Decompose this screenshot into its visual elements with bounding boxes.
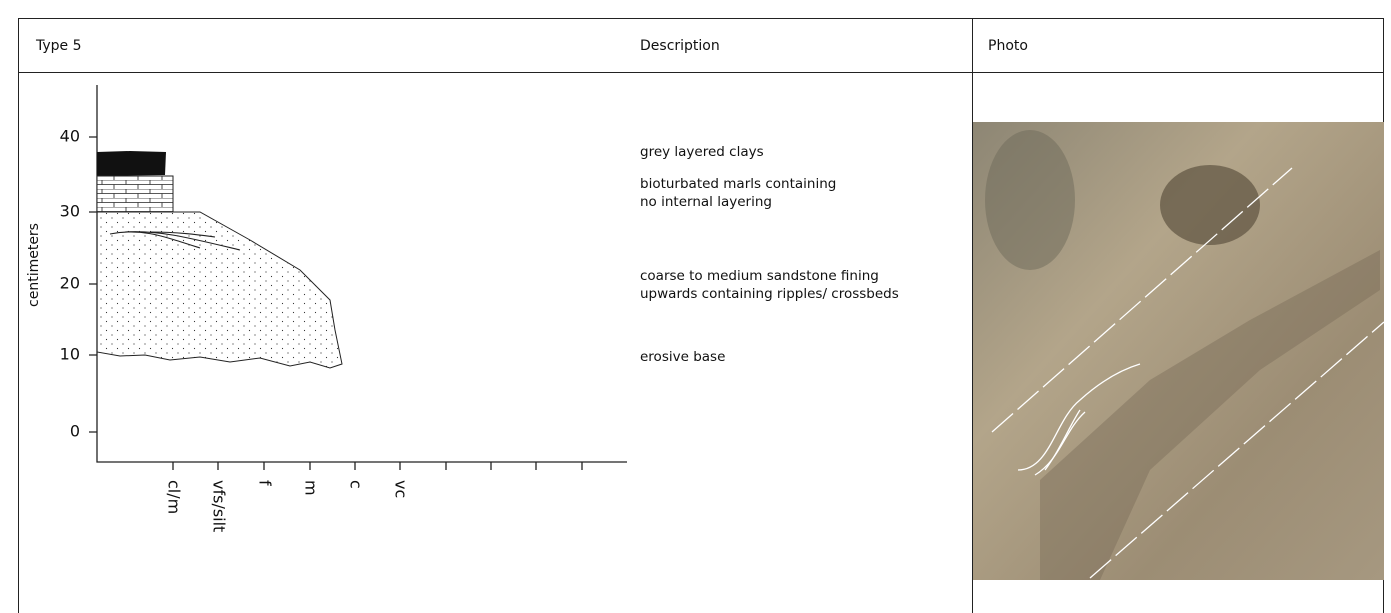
description: bioturbated marls containing bbox=[640, 176, 836, 192]
photo bbox=[973, 122, 1384, 580]
grain-size-label: vfs/silt bbox=[210, 480, 229, 532]
grain-size-label: cl/m bbox=[165, 480, 184, 514]
document: Type 5 Description Photo 40 30 20 10 0 c… bbox=[0, 0, 1391, 613]
sandstone-bed bbox=[97, 212, 342, 368]
y-tick-label: 0 bbox=[70, 422, 80, 441]
description: no internal layering bbox=[640, 194, 772, 210]
description: grey layered clays bbox=[640, 144, 764, 160]
y-tick-label: 10 bbox=[60, 345, 80, 364]
marl-bed bbox=[97, 176, 173, 212]
y-tick-label: 30 bbox=[60, 202, 80, 221]
y-tick-label: 20 bbox=[60, 274, 80, 293]
header-cell: Description bbox=[640, 38, 720, 54]
header-cell: Photo bbox=[988, 38, 1028, 54]
page: Type 5 Description Photo 40 30 20 10 0 c… bbox=[0, 0, 1391, 613]
grain-size-label: c bbox=[347, 480, 366, 489]
y-tick-label: 40 bbox=[60, 127, 80, 146]
grain-size-label: f bbox=[256, 480, 275, 486]
grain-size-label: m bbox=[302, 480, 321, 496]
description: erosive base bbox=[640, 349, 725, 365]
axis-label: centimeters bbox=[26, 223, 42, 307]
description: coarse to medium sandstone fining bbox=[640, 268, 879, 284]
header-cell: Type 5 bbox=[35, 38, 82, 54]
clay-bed bbox=[97, 151, 166, 176]
description: upwards containing ripples/ crossbeds bbox=[640, 286, 899, 302]
grain-size-label: vc bbox=[392, 480, 411, 498]
